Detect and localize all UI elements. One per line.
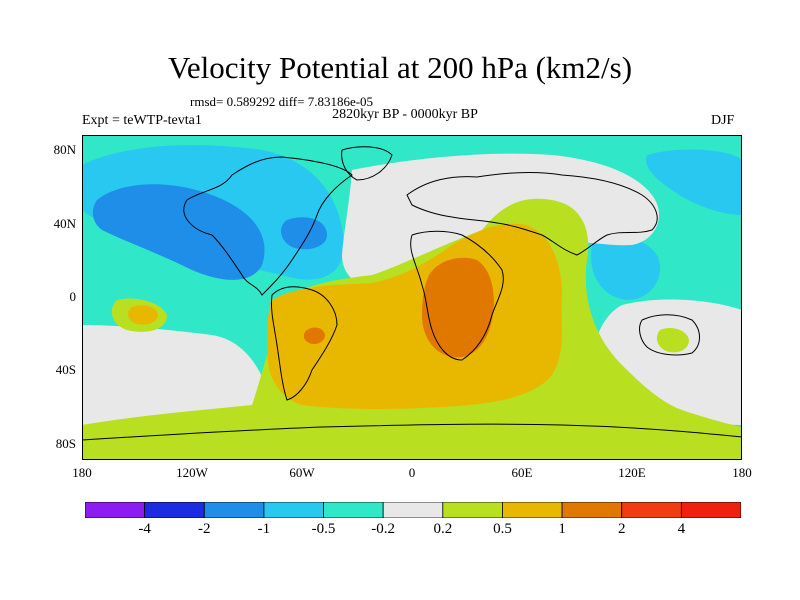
lon-tick-60w: 60W bbox=[289, 465, 315, 480]
colorbar-swatch bbox=[203, 502, 265, 518]
lon-tick-120w: 120W bbox=[176, 465, 208, 480]
lat-tick-40n: 40N bbox=[53, 216, 76, 231]
colorbar-swatch bbox=[323, 502, 384, 518]
region-neg1-north-pacific-east bbox=[646, 149, 742, 215]
coast-south-america bbox=[271, 286, 338, 401]
map-plot bbox=[82, 135, 742, 460]
colorbar-label: 2 bbox=[617, 521, 626, 537]
stats-text: rmsd= 0.589292 diff= 7.83186e-05 bbox=[190, 94, 374, 109]
colorbar-swatch bbox=[621, 502, 682, 518]
region-pos1-australia-spot bbox=[656, 328, 689, 353]
colorbar-swatch bbox=[502, 502, 563, 518]
colorbar-label: 0.2 bbox=[433, 521, 453, 537]
lon-tick-60e: 60E bbox=[511, 465, 533, 480]
region-pos2-pacific-spot bbox=[128, 305, 158, 325]
colorbar-label: -1 bbox=[257, 521, 271, 537]
lat-tick-80n: 80N bbox=[53, 142, 76, 157]
colorbar-label: 4 bbox=[677, 521, 686, 537]
map-frame bbox=[82, 135, 742, 460]
colorbar-label: 0.5 bbox=[493, 521, 512, 537]
colorbar-swatch bbox=[85, 502, 146, 518]
colorbar-swatch bbox=[144, 502, 205, 518]
lat-tick-80s: 80S bbox=[55, 436, 76, 451]
region-pos3-africa bbox=[422, 257, 494, 358]
season-label: DJF bbox=[711, 113, 735, 128]
experiment-label: Expt = teWTP-tevta1 bbox=[82, 113, 202, 128]
lon-tick-120e: 120E bbox=[618, 465, 646, 480]
colorbar-label: -0.2 bbox=[371, 521, 396, 537]
coast-europe-asia bbox=[406, 171, 658, 256]
lat-tick-0: 0 bbox=[69, 289, 77, 304]
lon-tick-180-right: 180 bbox=[732, 465, 752, 480]
subtitle: 2820kyr BP - 0000kyr BP bbox=[332, 107, 478, 122]
coast-north-america bbox=[183, 156, 353, 296]
colorbar-label: -2 bbox=[198, 521, 211, 537]
colorbar-swatch bbox=[561, 502, 623, 518]
page-title: Velocity Potential at 200 hPa (km2/s) bbox=[167, 50, 633, 85]
coast-greenland bbox=[341, 146, 393, 181]
region-neg1-indonesia bbox=[591, 236, 661, 300]
coast-africa bbox=[410, 230, 504, 361]
colorbar-swatch bbox=[263, 502, 324, 518]
coastlines bbox=[82, 146, 742, 441]
colorbar-swatch bbox=[680, 502, 741, 518]
region-neg2-north-america bbox=[92, 184, 265, 280]
lon-tick-180-left: 180 bbox=[72, 465, 92, 480]
region-neg2-atlantic bbox=[280, 217, 327, 250]
lat-tick-40s: 40S bbox=[55, 362, 76, 377]
colorbar-label: 1 bbox=[558, 521, 566, 537]
region-pos3-brazil-spot bbox=[303, 327, 325, 345]
colorbar-label: -4 bbox=[138, 521, 151, 537]
colorbar-swatch bbox=[442, 502, 503, 518]
lon-tick-0: 0 bbox=[408, 465, 416, 480]
colorbar bbox=[85, 502, 741, 518]
coast-australia bbox=[639, 314, 700, 356]
colorbar-swatch bbox=[382, 502, 444, 518]
region-pos2-south-america-africa bbox=[267, 223, 562, 410]
coast-antarctica bbox=[82, 423, 742, 441]
colorbar-label: -0.5 bbox=[311, 521, 336, 537]
